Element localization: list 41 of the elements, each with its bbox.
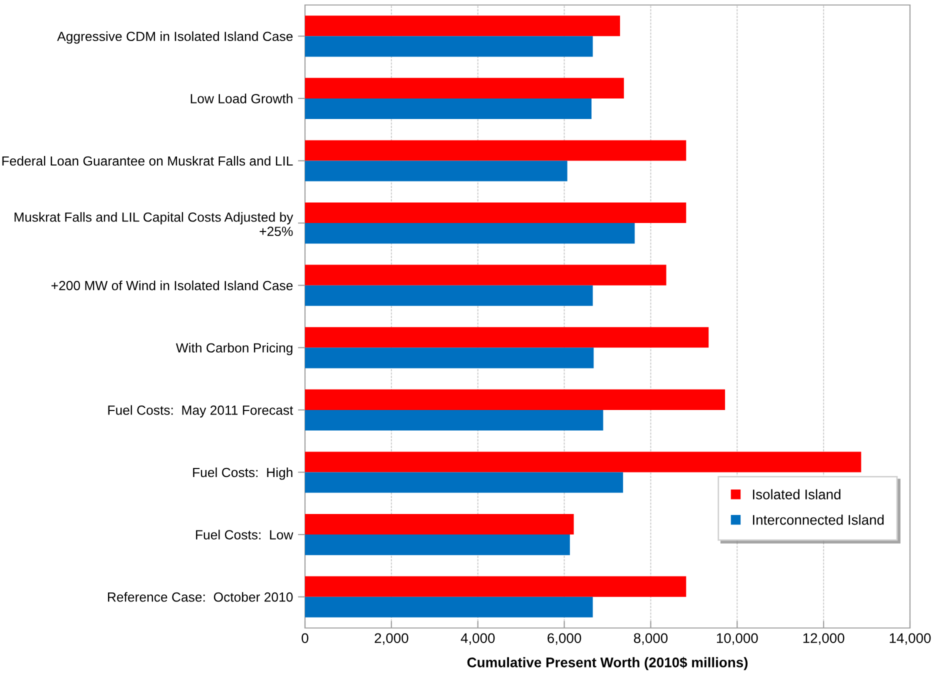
- bar: [305, 202, 686, 224]
- x-tick-label: 2,000: [374, 633, 408, 645]
- x-tick-label: 6,000: [548, 633, 582, 645]
- y-tick-label: Federal Loan Guarantee on Muskrat Falls and LIL: [2, 156, 293, 166]
- bar: [305, 327, 709, 348]
- bar: [305, 98, 592, 120]
- x-tick-label: 0: [302, 633, 308, 644]
- bar: [305, 264, 666, 286]
- bar: [305, 78, 624, 98]
- x-axis-title: Cumulative Present Worth (2010$ millions): [467, 656, 748, 670]
- x-tick-label: 10,000: [716, 633, 758, 645]
- bar: [305, 160, 568, 182]
- bar: [305, 140, 686, 161]
- y-tick-label: Low Load Growth: [190, 94, 292, 104]
- bar: [305, 576, 686, 597]
- bar: [305, 285, 593, 306]
- bar: [305, 534, 570, 556]
- legend-label: Isolated Island: [752, 489, 840, 500]
- bar: [305, 472, 624, 493]
- bar: [305, 348, 594, 368]
- bar: [305, 36, 593, 57]
- y-tick-label: Fuel Costs: May 2011 Forecast: [108, 405, 294, 418]
- bar: [305, 223, 635, 244]
- bar: [305, 514, 574, 535]
- x-tick-label: 4,000: [460, 633, 495, 645]
- x-tick-label: 12,000: [803, 633, 844, 645]
- y-tick-label: Muskrat Falls and LIL Capital Costs Adjusted by +25%: [14, 212, 294, 236]
- x-tick-label: 14,000: [890, 633, 931, 645]
- y-tick-label: +200 MW of Wind in Isolated Island Case: [51, 280, 293, 290]
- bar: [305, 389, 726, 410]
- y-tick-label: Reference Case: October 2010: [108, 592, 293, 602]
- legend-label: Interconnected Island: [752, 514, 884, 525]
- y-tick-label: With Carbon Pricing: [176, 342, 292, 356]
- bar: [305, 452, 862, 472]
- bar: [305, 596, 593, 618]
- y-tick-label: Fuel Costs: High: [193, 467, 292, 480]
- y-tick-label: Aggressive CDM in Isolated Island Case: [57, 31, 293, 44]
- y-tick-label: Fuel Costs: Low: [196, 530, 294, 540]
- bar: [305, 16, 620, 36]
- bar: [305, 410, 604, 431]
- x-tick-label: 8,000: [634, 633, 668, 645]
